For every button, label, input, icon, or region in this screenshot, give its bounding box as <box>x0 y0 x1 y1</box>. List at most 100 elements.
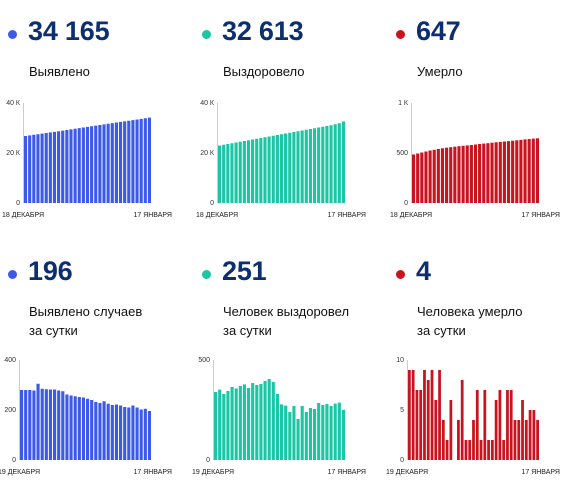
bar <box>536 420 539 460</box>
bar <box>304 129 308 203</box>
y-tick-label: 400 <box>4 357 16 364</box>
bar <box>147 117 151 203</box>
y-tick-label: 0 <box>16 200 20 207</box>
y-tick-label: 500 <box>396 150 408 157</box>
bar <box>114 122 118 203</box>
bar <box>524 420 528 460</box>
bar <box>259 138 263 203</box>
bar <box>275 394 280 460</box>
bar <box>438 370 441 460</box>
caption-line: Умерло <box>417 64 463 79</box>
bar <box>127 120 131 203</box>
bar <box>445 147 449 203</box>
stat-caption: Выявлено <box>29 62 90 81</box>
bar <box>468 440 472 460</box>
bar <box>482 143 486 203</box>
bar <box>440 148 445 203</box>
bar <box>90 126 94 203</box>
x-end-label: 17 ЯНВАРЯ <box>133 212 172 219</box>
bar <box>288 412 292 460</box>
bar <box>234 142 238 203</box>
bar <box>292 406 296 460</box>
y-tick-label: 20 К <box>200 150 215 157</box>
bar <box>123 121 127 204</box>
bar <box>498 141 502 203</box>
bar <box>143 118 147 203</box>
x-start-label: 18 ДЕКАБРЯ <box>2 212 44 219</box>
caption-line: за сутки <box>417 323 466 338</box>
bar <box>218 389 222 460</box>
bar <box>337 123 341 203</box>
bar <box>102 401 106 460</box>
bar <box>415 390 419 460</box>
bar <box>304 412 308 460</box>
bar <box>412 154 416 203</box>
chart-recovered-total: 0 20 К 40 К 18 ДЕКАБРЯ 17 ЯНВАРЯ <box>196 100 366 219</box>
bar <box>288 132 292 203</box>
y-tick-label: 5 <box>400 407 404 414</box>
bar <box>420 152 424 203</box>
bar <box>411 370 415 460</box>
bar <box>531 138 535 203</box>
bar <box>494 142 498 203</box>
bar <box>483 390 487 460</box>
bar <box>519 139 523 203</box>
bar <box>461 145 465 203</box>
bar <box>61 391 65 460</box>
bar <box>251 383 255 460</box>
bar <box>81 127 85 203</box>
bar <box>73 128 77 203</box>
bar <box>509 390 513 460</box>
stat-caption: Выявлено случаев за сутки <box>29 302 142 340</box>
y-tick-label: 500 <box>198 357 210 364</box>
bar <box>292 132 296 203</box>
bar <box>28 390 32 460</box>
bar <box>61 130 65 204</box>
bar <box>106 123 110 203</box>
bar <box>230 143 234 203</box>
stat-caption: Человек выздоровел за сутки <box>223 302 349 340</box>
bar <box>214 392 218 460</box>
bar <box>517 420 521 460</box>
y-tick-label: 200 <box>4 407 16 414</box>
caption-line: Выздоровело <box>223 64 305 79</box>
bar <box>139 118 143 204</box>
bar <box>280 404 284 460</box>
bar <box>494 400 498 460</box>
bar <box>65 394 69 460</box>
bar <box>226 391 230 460</box>
caption-line: Человека умерло <box>417 304 523 319</box>
bar <box>465 145 469 203</box>
bar <box>40 133 44 204</box>
bar <box>275 135 279 203</box>
bar <box>284 405 288 460</box>
red-dot-icon <box>396 270 405 279</box>
bar <box>53 389 57 460</box>
chart-recovered-daily: 0 500 19 ДЕКАБРЯ 17 ЯНВАРЯ <box>192 357 366 476</box>
y-tick-label: 0 <box>404 200 408 207</box>
bar <box>487 440 490 460</box>
bar <box>428 150 432 203</box>
bar <box>436 149 440 203</box>
bar <box>40 388 44 460</box>
bar <box>234 388 238 460</box>
bar <box>490 142 494 203</box>
bar <box>486 143 490 203</box>
bar <box>527 139 531 203</box>
bar <box>469 145 473 203</box>
bar <box>135 407 139 460</box>
bar <box>329 125 333 203</box>
green-dot-icon <box>202 30 211 39</box>
x-end-label: 17 ЯНВАРЯ <box>133 469 172 476</box>
bar <box>473 144 478 203</box>
green-dot-icon <box>202 270 211 279</box>
bar <box>475 390 479 460</box>
caption-line: Выявлено случаев <box>29 304 143 319</box>
bar <box>535 138 539 203</box>
panel-recovered-total: 32 613 Выздоровело 0 20 К 40 К 18 ДЕКАБРЯ 17… <box>194 0 379 240</box>
bar <box>127 407 131 460</box>
bar <box>123 407 127 460</box>
stat-value: 251 <box>222 256 267 286</box>
bar <box>472 420 475 460</box>
x-start-label: 18 ДЕКАБРЯ <box>196 212 238 219</box>
